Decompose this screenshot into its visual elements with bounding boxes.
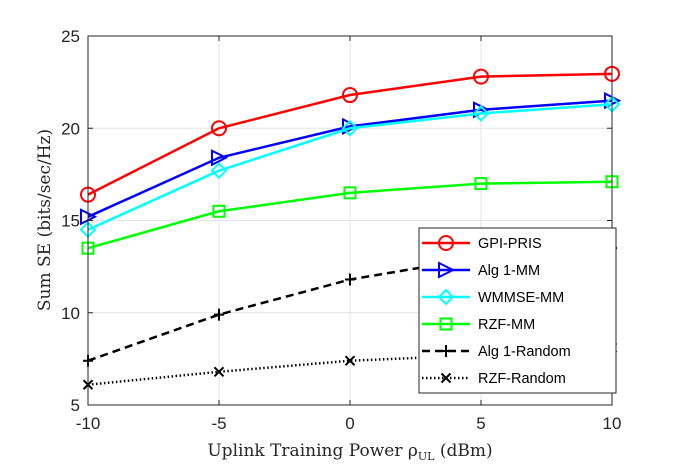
data-point-rzf-mm <box>474 177 488 191</box>
data-point-wmmse-mm <box>341 119 359 137</box>
legend-marker-wmmse-mm <box>437 288 455 306</box>
legend-marker-gpi-pris <box>438 235 454 251</box>
y-tick-label: 15 <box>61 212 80 231</box>
series-group <box>79 65 622 390</box>
data-point-gpi-pris <box>342 87 358 104</box>
x-tick-label: -5 <box>211 414 226 433</box>
y-tick-label: 5 <box>71 396 80 415</box>
x-tick-label: 10 <box>603 414 622 433</box>
legend-marker-alg-1-random <box>441 345 451 357</box>
x-axis-title-sub: UL <box>418 450 435 463</box>
legend: GPI-PRIS Alg 1-MM WMMSE-MM RZF-MM Alg 1-Rand… <box>418 227 617 394</box>
x-tick-label: -10 <box>76 414 101 433</box>
legend-label-rzf-random: RZF-Random <box>478 371 566 387</box>
y-tick-label: 25 <box>61 27 80 46</box>
x-axis-title-main: Uplink Training Power ρ <box>207 441 418 461</box>
data-point-alg-1-random <box>214 308 224 321</box>
data-point-gpi-pris <box>211 120 227 137</box>
y-tick-label: 20 <box>61 119 80 138</box>
data-point-wmmse-mm <box>210 162 228 180</box>
data-point-gpi-pris <box>473 68 489 85</box>
series-line-alg-1-mm <box>87 99 613 218</box>
legend-label-rzf-mm: RZF-MM <box>478 317 535 333</box>
x-axis-title-unit: (dBm) <box>434 441 492 461</box>
data-point-wmmse-mm <box>472 105 490 122</box>
legend-label-alg-1-random: Alg 1-Random <box>478 344 571 360</box>
legend-box <box>418 227 617 394</box>
y-tick-label: 10 <box>61 304 80 323</box>
y-ticks: 5 10 15 20 25 <box>61 27 612 415</box>
data-point-alg-1-mm <box>342 117 360 136</box>
x-axis-title: Uplink Training Power ρUL (dBm) <box>207 441 492 463</box>
y-axis-title: Sum SE (bits/sec/Hz) <box>35 129 55 311</box>
series-line-wmmse-mm <box>87 103 613 231</box>
data-point-rzf-mm <box>343 186 357 200</box>
data-point-alg-1-mm <box>211 149 229 167</box>
x-tick-label: 5 <box>476 414 485 433</box>
data-point-rzf-random <box>344 355 356 366</box>
series-line-gpi-pris <box>87 72 613 196</box>
legend-label-gpi-pris: GPI-PRIS <box>478 236 542 252</box>
legend-label-alg-1-mm: Alg 1-MM <box>478 263 540 279</box>
legend-marker-rzf-random <box>440 372 452 384</box>
x-tick-label: 0 <box>345 414 354 433</box>
data-point-rzf-random <box>213 366 225 377</box>
series-line-rzf-mm <box>87 180 613 250</box>
legend-label-wmmse-mm: WMMSE-MM <box>478 290 564 306</box>
x-ticks: -10 -5 0 5 10 <box>76 36 622 433</box>
data-point-alg-1-random <box>345 273 355 286</box>
legend-marker-rzf-mm <box>439 317 453 331</box>
legend-marker-alg-1-mm <box>438 261 456 279</box>
data-point-rzf-mm <box>212 204 226 218</box>
